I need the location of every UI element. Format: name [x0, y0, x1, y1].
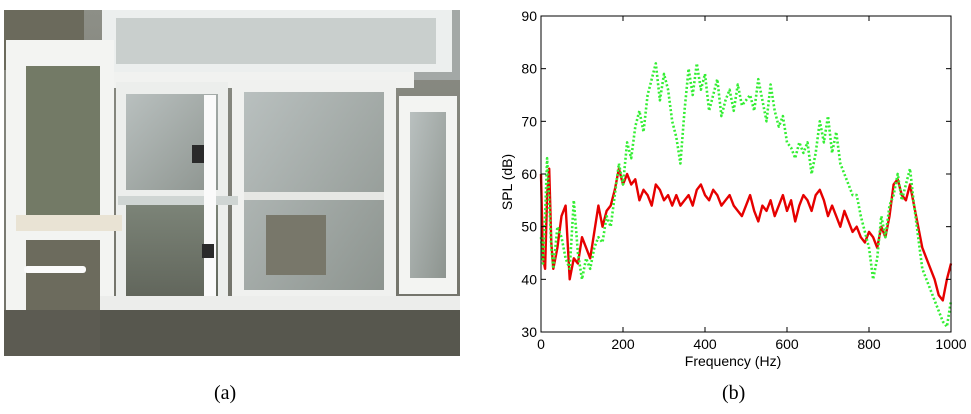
y-tick-label: 80	[521, 61, 537, 77]
x-tick-label: 600	[775, 336, 799, 352]
x-axis-label: Frequency (Hz)	[685, 353, 781, 369]
plot-background	[541, 16, 951, 332]
y-tick-label: 90	[521, 8, 537, 24]
x-tick-label: 200	[611, 336, 635, 352]
y-tick-label: 70	[521, 113, 537, 129]
x-tick-label: 0	[537, 336, 545, 352]
x-tick-label: 1000	[935, 336, 966, 352]
spl-chart: 0 200 400 600 800 1000 30 40 50 60 70 80 90 Frequenc…	[488, 0, 971, 380]
y-tick-label: 60	[521, 166, 537, 182]
y-tick-label: 50	[521, 219, 537, 235]
window-photo-image	[4, 10, 460, 356]
y-axis-label: SPL (dB)	[499, 154, 515, 210]
y-tick-label: 40	[521, 271, 537, 287]
x-tick-label: 400	[693, 336, 717, 352]
y-tick-label: 30	[521, 324, 537, 340]
plot-area	[541, 16, 951, 332]
panel-b-caption: (b)	[722, 382, 745, 405]
window-photo	[4, 10, 460, 356]
x-tick-label: 800	[857, 336, 881, 352]
panel-a-caption: (a)	[214, 382, 236, 405]
spl-chart-svg: 0 200 400 600 800 1000 30 40 50 60 70 80 90 Frequenc…	[488, 0, 971, 380]
